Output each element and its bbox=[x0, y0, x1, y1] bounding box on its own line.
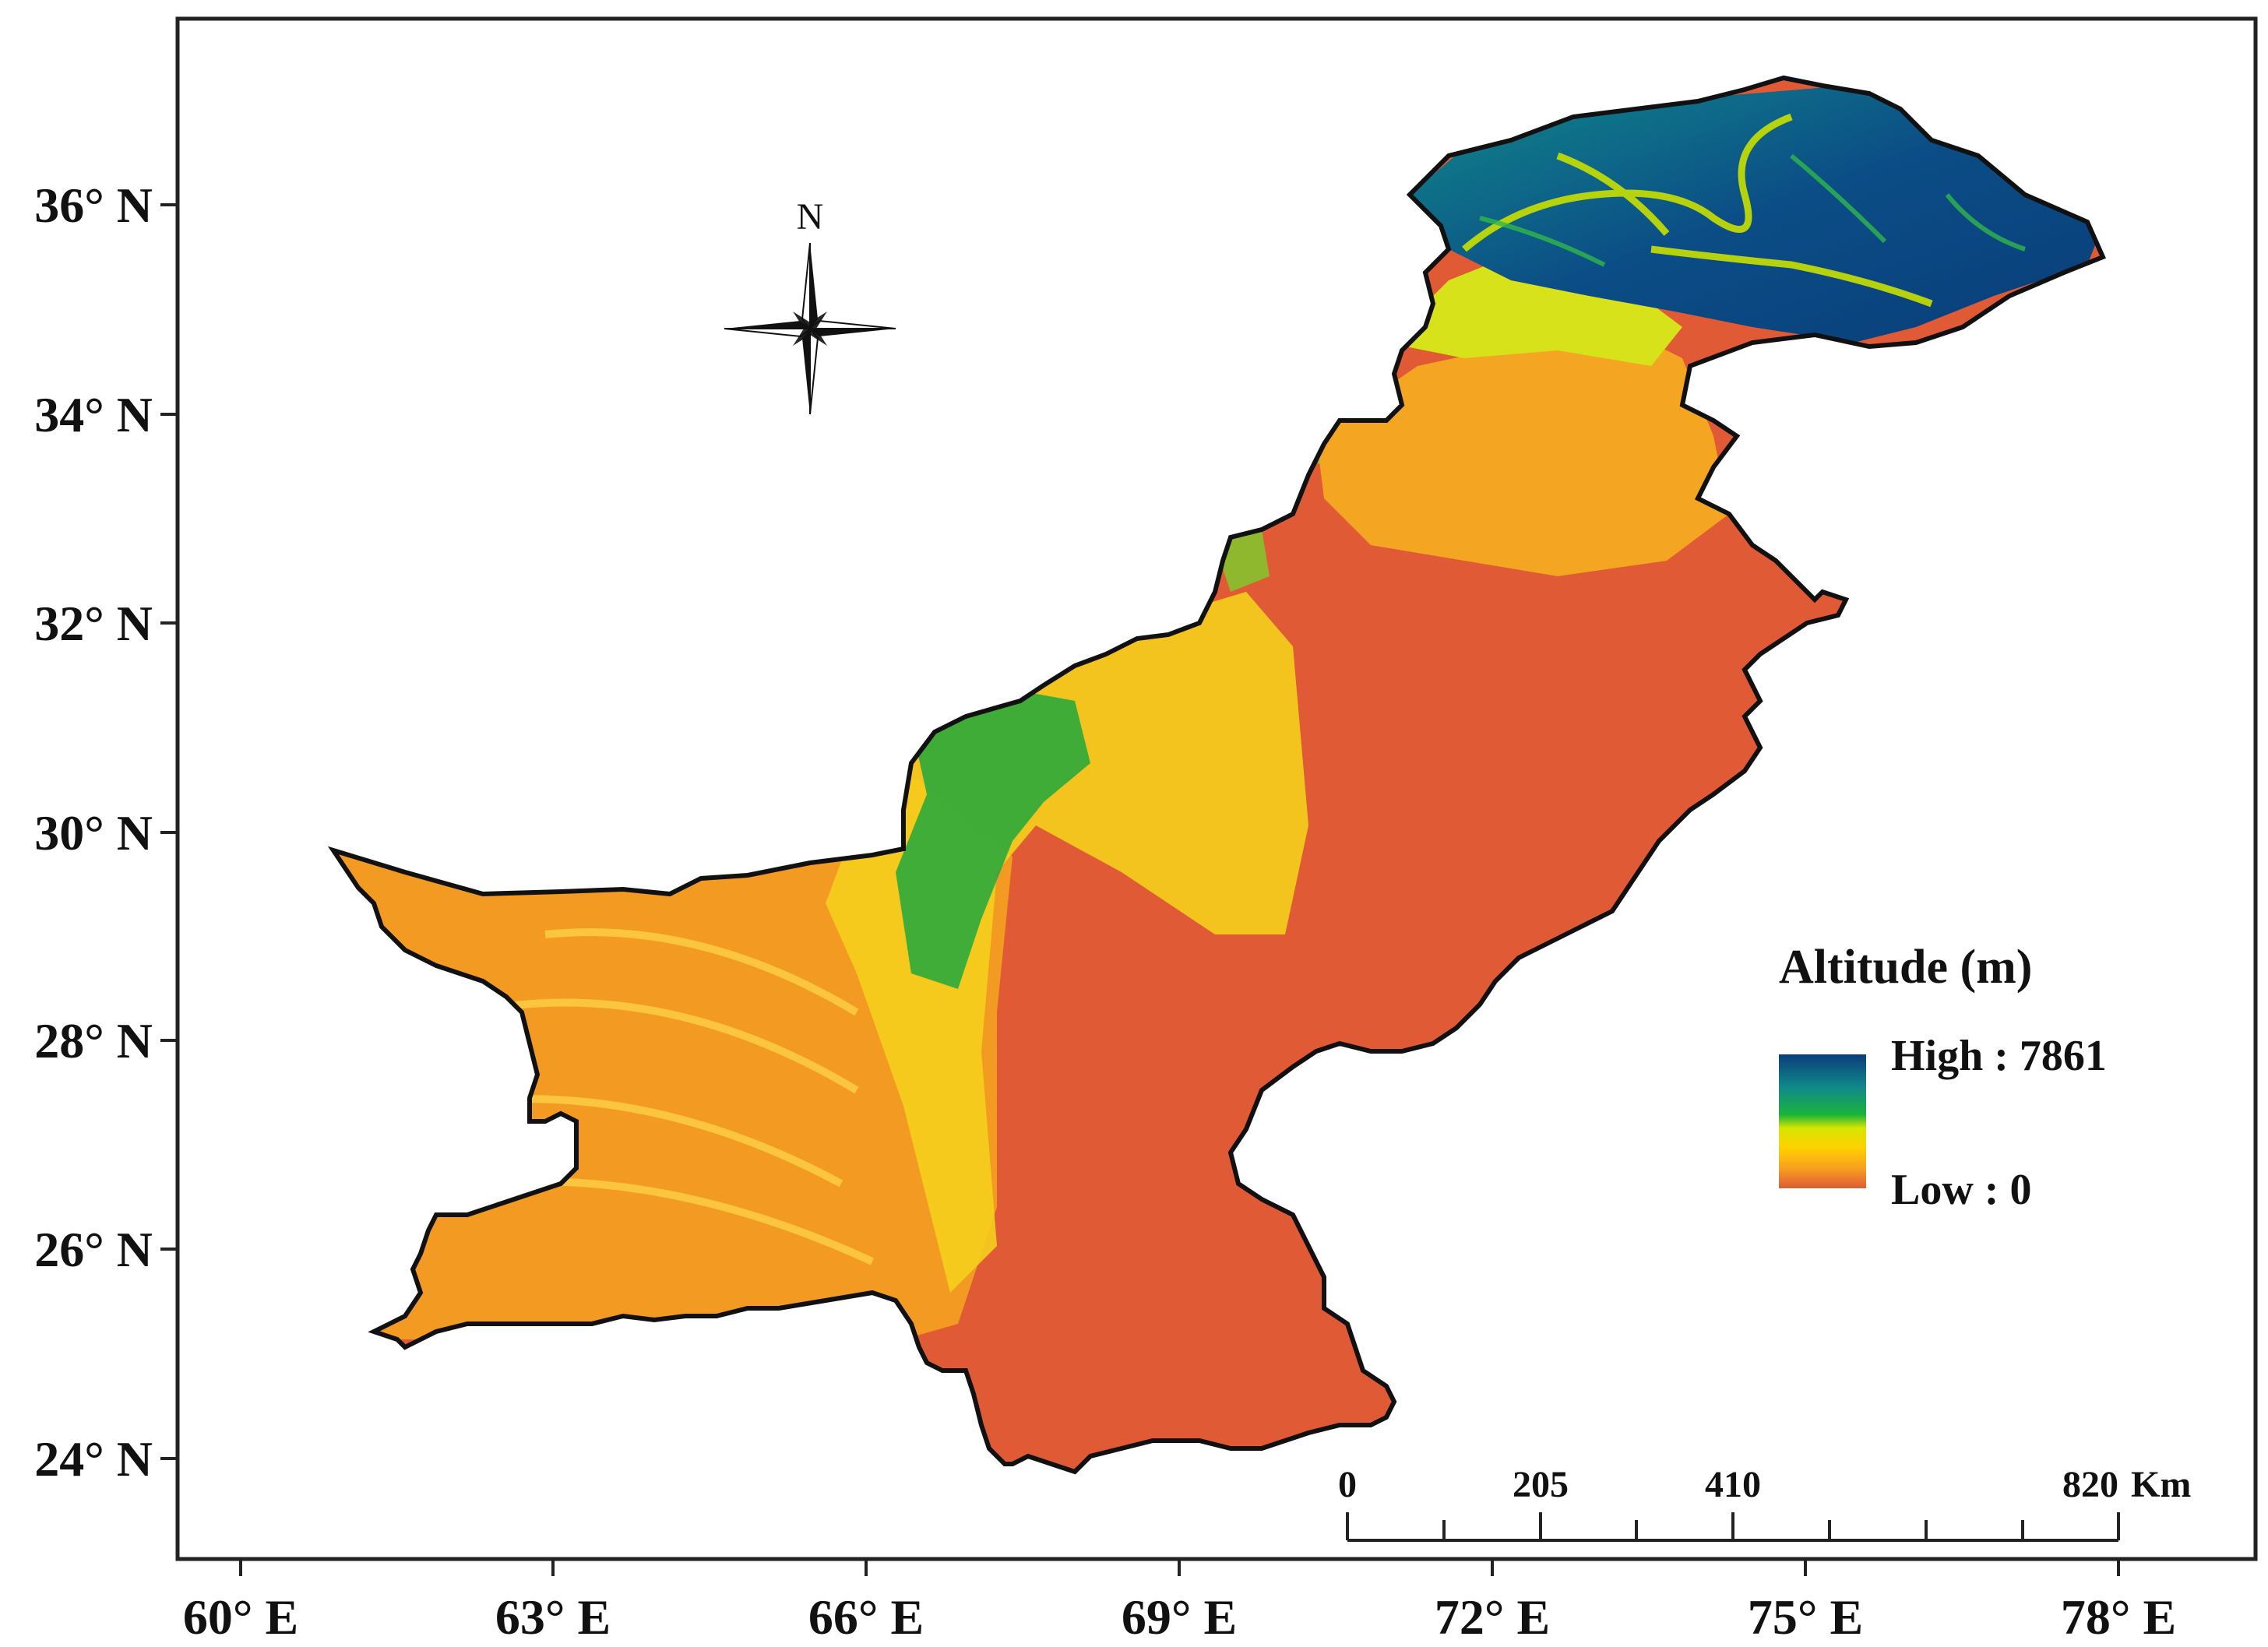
scale-bar: 0 205 410 820 Km bbox=[1338, 1464, 2191, 1542]
lon-label: 63° E bbox=[495, 1589, 611, 1645]
country-elevation bbox=[333, 78, 2103, 1472]
lat-label: 28° N bbox=[34, 1013, 153, 1068]
upland-stripes bbox=[435, 928, 875, 1265]
potohar-area bbox=[1316, 327, 1729, 576]
longitude-axis: 60° E 63° E 66° E 69° E 72° E 75° E 78° … bbox=[183, 1559, 2176, 1645]
north-arrow-east bbox=[810, 329, 896, 336]
north-arrow-north-light bbox=[801, 242, 811, 331]
scale-label: 205 bbox=[1513, 1464, 1569, 1505]
north-arrow: N bbox=[724, 196, 896, 415]
north-arrow-label: N bbox=[797, 196, 824, 238]
lat-label: 32° N bbox=[34, 596, 153, 651]
north-arrow-diag bbox=[793, 311, 827, 346]
lon-label: 72° E bbox=[1435, 1589, 1550, 1645]
hills-area bbox=[896, 685, 1090, 989]
legend-title: Altitude (m) bbox=[1779, 941, 2032, 994]
mountain-valleys bbox=[1462, 113, 1933, 308]
lon-label: 75° E bbox=[1748, 1589, 1863, 1645]
north-arrow-west-light bbox=[724, 328, 812, 338]
scale-label: 0 bbox=[1338, 1464, 1357, 1505]
lat-label: 26° N bbox=[34, 1222, 153, 1277]
scale-label: 820 bbox=[2062, 1464, 2118, 1505]
latitude-axis: 36° N 34° N 32° N 30° N 28° N 26° N 24° … bbox=[34, 178, 178, 1487]
legend-color-ramp bbox=[1779, 1054, 1866, 1188]
north-arrow-east-light bbox=[808, 319, 896, 329]
mountain-greens bbox=[1479, 153, 2026, 267]
lon-label: 69° E bbox=[1122, 1589, 1237, 1645]
country-border bbox=[327, 75, 2107, 1475]
lat-label: 36° N bbox=[34, 178, 153, 233]
lat-label: 24° N bbox=[34, 1431, 153, 1487]
north-arrow-south bbox=[802, 329, 810, 414]
north-arrow-north bbox=[810, 243, 818, 329]
lon-label: 60° E bbox=[183, 1589, 298, 1645]
lon-label: 66° E bbox=[808, 1589, 924, 1645]
mountain-area bbox=[1410, 86, 2103, 343]
scale-unit: Km bbox=[2131, 1464, 2191, 1505]
lat-label: 30° N bbox=[34, 805, 153, 860]
legend-high-label: High : 7861 bbox=[1891, 1032, 2107, 1080]
scale-label: 410 bbox=[1705, 1464, 1761, 1505]
legend: Altitude (m) High : 7861 Low : 0 bbox=[1779, 941, 2107, 1214]
north-arrow-south-light bbox=[809, 326, 819, 415]
lat-label: 34° N bbox=[34, 387, 153, 442]
map-frame bbox=[175, 16, 2258, 1561]
legend-low-label: Low : 0 bbox=[1891, 1166, 2031, 1214]
north-arrow-west bbox=[724, 321, 810, 329]
lon-label: 78° E bbox=[2061, 1589, 2176, 1645]
